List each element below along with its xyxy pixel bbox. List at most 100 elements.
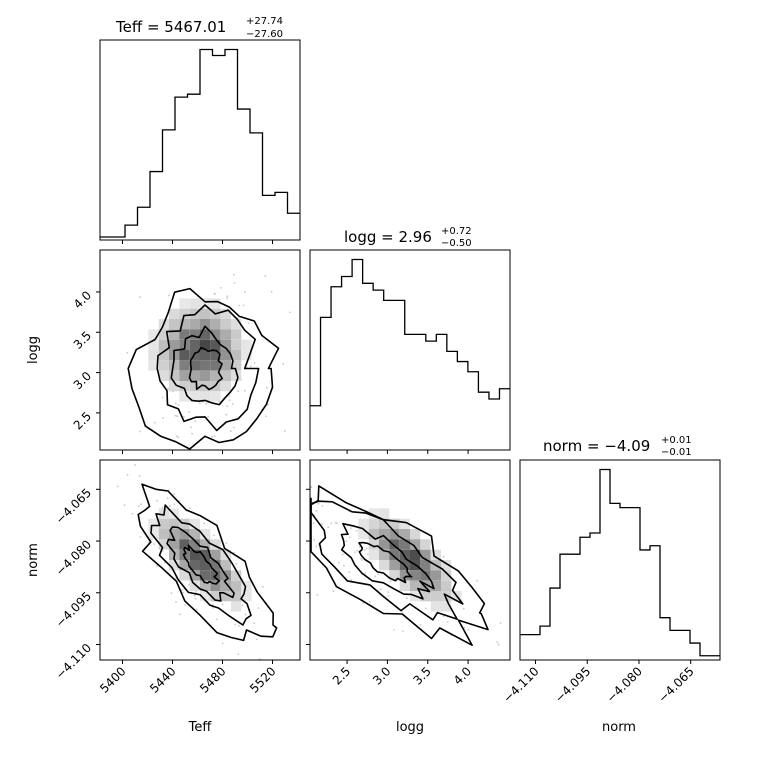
sample-point <box>183 415 185 418</box>
density-cell <box>200 549 211 560</box>
sample-point <box>205 402 208 405</box>
sample-point <box>267 403 269 406</box>
density-cell <box>200 570 211 581</box>
sample-point <box>231 403 234 406</box>
sample-point <box>221 642 224 645</box>
sample-point <box>194 420 197 423</box>
sample-point <box>170 592 173 595</box>
sample-point <box>356 549 358 552</box>
x-tick-label-teff: 5400 <box>97 664 128 695</box>
x-tick-label-norm: −4.065 <box>656 664 697 705</box>
sample-point <box>312 522 315 525</box>
sample-point <box>316 594 319 596</box>
sample-point <box>244 291 246 293</box>
sample-point <box>241 604 244 607</box>
sample-point <box>191 432 193 435</box>
density-cell <box>189 518 200 529</box>
sample-point <box>401 630 404 632</box>
title-norm: norm = −4.09 +0.01 −0.01 <box>543 435 692 458</box>
density-cell <box>358 518 369 529</box>
density-cell <box>200 580 211 591</box>
density-cell <box>179 529 190 540</box>
sample-point <box>389 580 392 582</box>
y-tick-label-logg: 3.0 <box>71 369 94 392</box>
density-cell <box>379 549 390 560</box>
sample-point <box>173 503 176 506</box>
sample-point <box>138 475 141 477</box>
sample-point <box>225 542 228 545</box>
density-cell <box>231 350 242 361</box>
sample-point <box>237 390 240 393</box>
density-cell <box>420 560 431 571</box>
sample-point <box>362 602 364 604</box>
sample-point <box>177 404 180 406</box>
density-cell <box>169 539 180 550</box>
x-tick-label-norm: −4.080 <box>604 664 645 705</box>
density-cell <box>210 319 221 330</box>
title-logg: logg = 2.96 +0.72 −0.50 <box>344 226 472 249</box>
sample-point <box>321 505 324 507</box>
density-cell <box>441 591 452 602</box>
density-cell <box>210 560 221 571</box>
density-cell <box>169 360 180 371</box>
density-cell <box>210 298 221 309</box>
density-cell <box>430 549 441 560</box>
sample-point <box>249 365 252 368</box>
density-cell <box>220 560 231 571</box>
density-cell <box>179 391 190 402</box>
contour-teff-logg-4 <box>127 287 280 450</box>
density-cell <box>169 381 180 392</box>
y-tick-label-norm: −4.080 <box>53 537 94 578</box>
density-cell <box>210 591 221 602</box>
sample-point <box>156 564 158 567</box>
density-cell <box>158 329 169 340</box>
sample-point <box>235 562 238 565</box>
y-tick-label-logg: 2.5 <box>71 409 94 432</box>
density-cell <box>200 350 211 361</box>
histogram-logg <box>310 258 510 407</box>
density-cell <box>179 308 190 319</box>
sample-point <box>221 603 224 606</box>
sample-point <box>380 588 382 591</box>
density-cell <box>410 549 421 560</box>
panel-frame-norm <box>519 459 721 661</box>
density-cell <box>148 518 159 529</box>
density-cell <box>179 370 190 381</box>
density-cell <box>420 549 431 560</box>
density-cell <box>158 360 169 371</box>
density-cell <box>441 601 452 612</box>
title-teff-minus: −27.60 <box>246 29 283 40</box>
sample-point <box>463 626 466 629</box>
density-cell <box>189 539 200 550</box>
density-cell <box>379 560 390 571</box>
sample-point <box>234 623 237 626</box>
sample-point <box>338 561 340 564</box>
density-cell <box>220 350 231 361</box>
density-cell <box>389 549 400 560</box>
sample-point <box>226 295 229 298</box>
density-cell <box>389 539 400 550</box>
sample-point <box>348 571 351 574</box>
density-cell <box>158 339 169 350</box>
density-cell <box>368 549 379 560</box>
density-cell <box>220 580 231 591</box>
density-cell <box>179 319 190 330</box>
sample-point <box>203 522 206 525</box>
sample-point <box>211 436 214 438</box>
sample-point <box>238 304 241 307</box>
sample-point <box>446 621 449 623</box>
sample-point <box>265 415 267 418</box>
contour-teff-norm-3 <box>150 504 252 626</box>
density-cell <box>389 518 400 529</box>
sample-point <box>497 643 500 646</box>
sample-point <box>255 638 258 641</box>
x-axis-label-teff: Teff <box>188 720 213 735</box>
sample-point <box>126 473 129 476</box>
sample-point <box>184 604 187 606</box>
sample-point <box>162 417 165 419</box>
panel-frame-logg <box>309 249 511 451</box>
y-tick-label-norm: −4.095 <box>53 589 94 630</box>
density-cell <box>148 329 159 340</box>
sample-point <box>123 504 126 506</box>
